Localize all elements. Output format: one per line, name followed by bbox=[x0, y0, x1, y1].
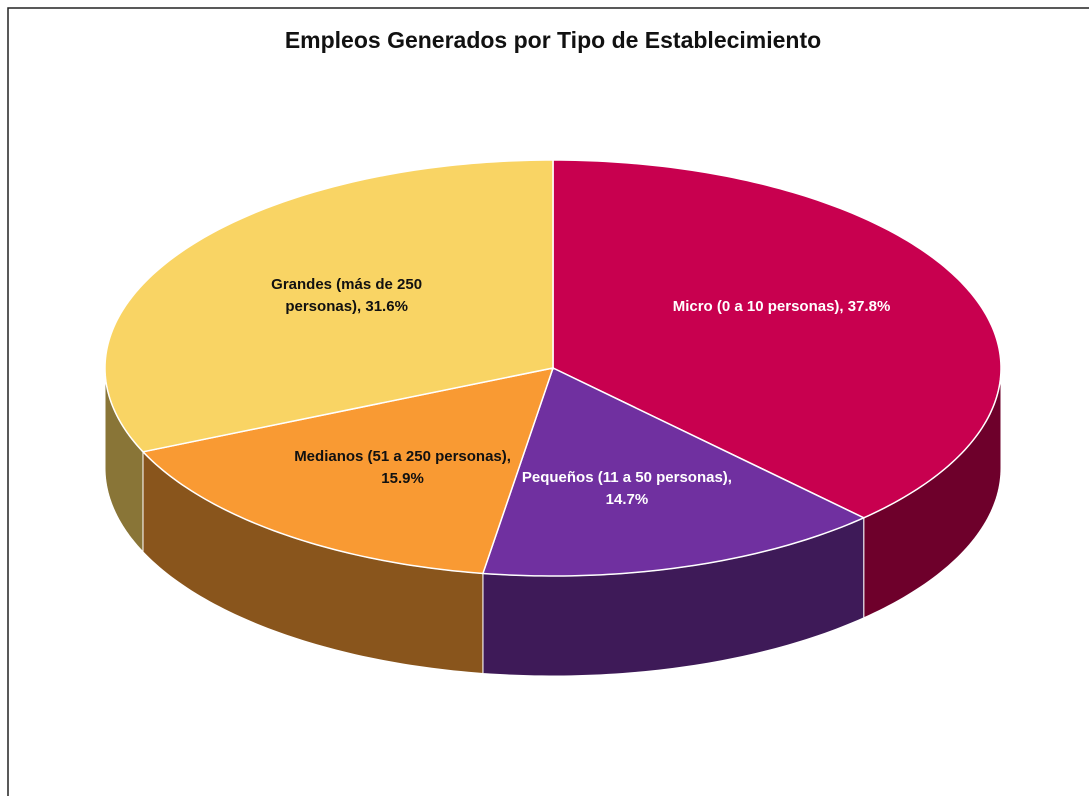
data-label-box: Micro (0 a 10 personas), 37.8% bbox=[672, 297, 891, 315]
slice bbox=[481, 366, 866, 577]
data-label-box: Grandes (más de 250 personas), 31.6% bbox=[271, 275, 423, 315]
slice bbox=[552, 159, 1002, 519]
data-label: Medianos (51 a 250 personas), 15.9% bbox=[294, 448, 511, 488]
data-label-box: Medianos (51 a 250 personas), 15.9% bbox=[294, 448, 511, 488]
slice bbox=[104, 159, 554, 453]
slice bbox=[141, 367, 555, 575]
data-label-box: Pequeños (11 a 50 personas), 14.7% bbox=[521, 469, 732, 509]
chart-title: Empleos Generados por Tipo de Establecim… bbox=[285, 27, 821, 53]
data-label: Pequeños (11 a 50 personas), 14.7% bbox=[521, 469, 732, 509]
data-label: Micro (0 a 10 personas), 37.8% bbox=[672, 297, 891, 315]
data-label: Grandes (más de 250 personas), 31.6% bbox=[271, 275, 423, 315]
